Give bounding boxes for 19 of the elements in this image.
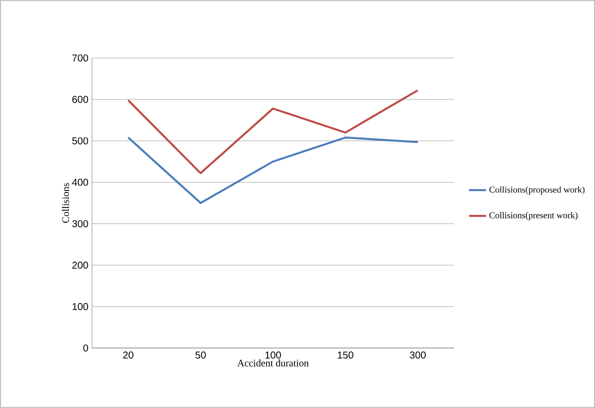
x-tick-label: 150: [338, 352, 354, 359]
x-axis-title: Accident duration: [237, 359, 309, 366]
y-tick-label: 500: [72, 137, 88, 144]
y-axis-title: Collisions: [62, 183, 69, 223]
y-tick-label: 0: [83, 344, 88, 352]
y-tick-label: 100: [72, 303, 88, 310]
x-tick-label: 20: [123, 352, 134, 359]
y-tick-label: 400: [72, 178, 88, 186]
legend-label: Collisions(proposed work): [489, 186, 585, 194]
x-tick-label: 100: [265, 352, 281, 359]
line-series: [127, 136, 419, 204]
x-tick-label: 50: [195, 352, 206, 359]
y-tick-label: 700: [72, 54, 88, 62]
y-tick-label: 300: [72, 220, 88, 228]
x-tick-label: 300: [410, 352, 426, 359]
y-tick-label: 600: [72, 96, 88, 103]
y-tick-label: 200: [72, 262, 88, 269]
line-series: [127, 89, 419, 174]
legend-label: Collisions(present work): [489, 212, 578, 220]
